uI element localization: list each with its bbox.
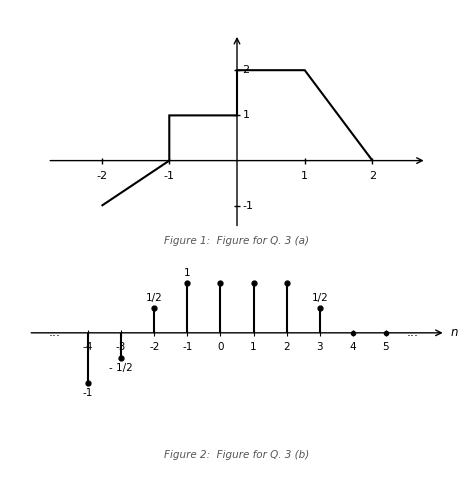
- Text: 1: 1: [184, 268, 191, 278]
- Text: - 1/2: - 1/2: [109, 363, 133, 373]
- Text: Figure 1:  Figure for Q. 3 (a): Figure 1: Figure for Q. 3 (a): [164, 236, 310, 246]
- Text: 0: 0: [217, 342, 224, 352]
- Text: -3: -3: [116, 342, 126, 352]
- Text: 5: 5: [383, 342, 389, 352]
- Text: 1: 1: [250, 342, 257, 352]
- Text: -4: -4: [83, 342, 93, 352]
- Text: Figure 2:  Figure for Q. 3 (b): Figure 2: Figure for Q. 3 (b): [164, 450, 310, 460]
- Text: ...: ...: [407, 326, 419, 339]
- Text: -1: -1: [164, 171, 175, 181]
- Text: 2: 2: [283, 342, 290, 352]
- Text: 2: 2: [369, 171, 376, 181]
- Text: 1: 1: [242, 110, 249, 121]
- Text: -2: -2: [149, 342, 159, 352]
- Text: 1/2: 1/2: [311, 293, 328, 303]
- Text: -2: -2: [96, 171, 107, 181]
- Text: 1: 1: [301, 171, 308, 181]
- Text: n: n: [450, 326, 458, 339]
- Text: -1: -1: [182, 342, 192, 352]
- Text: -1: -1: [242, 201, 254, 211]
- Text: 4: 4: [349, 342, 356, 352]
- Text: -1: -1: [83, 388, 93, 398]
- Text: 1/2: 1/2: [146, 293, 163, 303]
- Text: 3: 3: [317, 342, 323, 352]
- Text: ...: ...: [49, 326, 61, 339]
- Text: 2: 2: [242, 65, 249, 75]
